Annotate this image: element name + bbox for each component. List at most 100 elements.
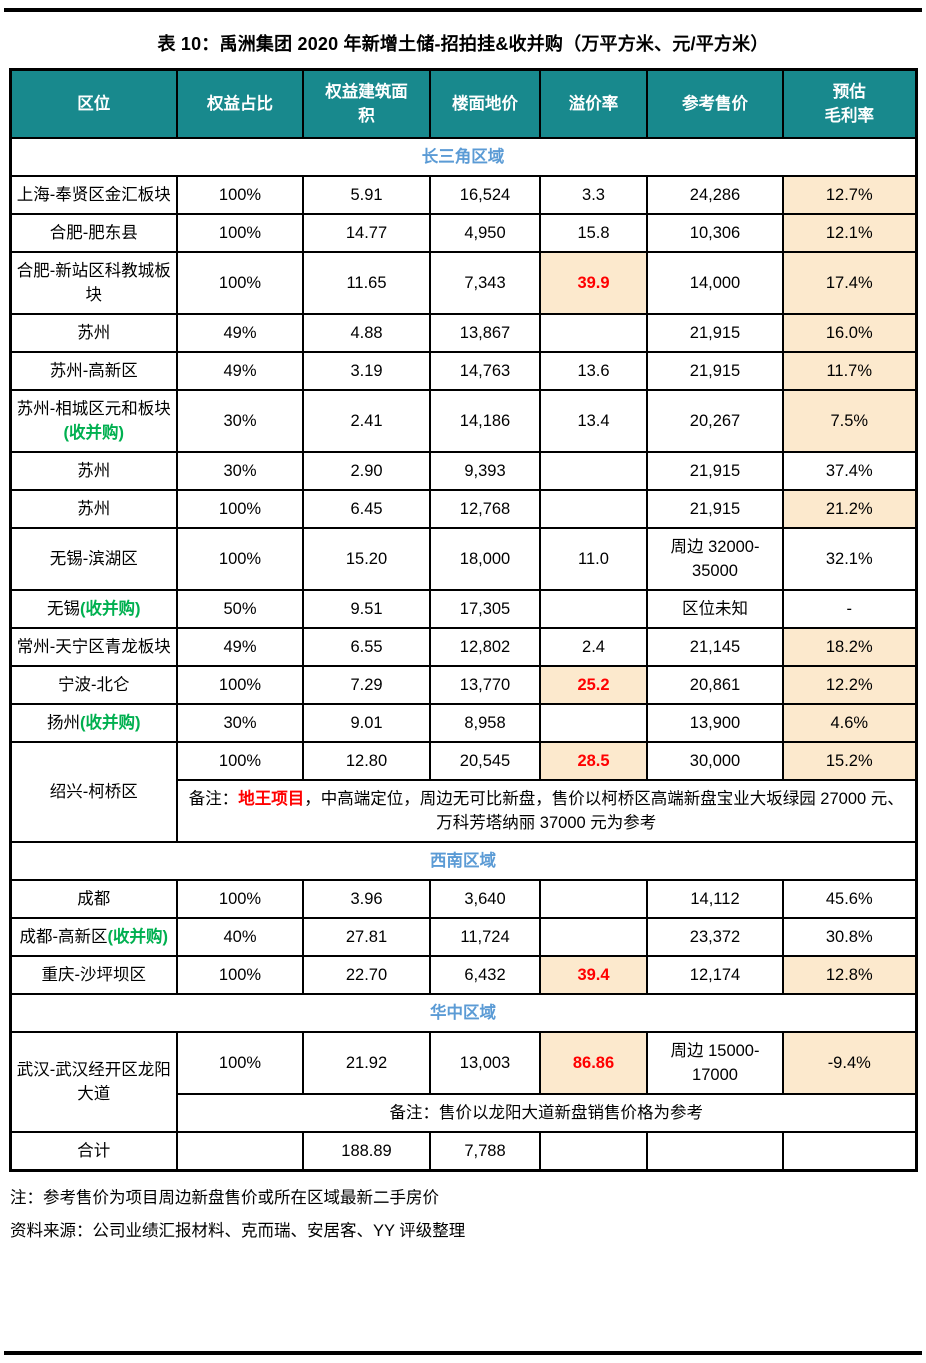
margin-cell: 12.7%: [782, 175, 917, 215]
table-row: 无锡(收并购) 50% 9.51 17,305 区位未知 -: [9, 589, 917, 629]
equity-cell: 100%: [176, 1031, 304, 1095]
text-segment: 无锡: [47, 600, 80, 618]
equity-cell: 100%: [176, 251, 304, 315]
price-cell: 4,950: [429, 213, 541, 253]
location-cell: 无锡-滨湖区: [9, 527, 178, 591]
premium-cell: [539, 879, 648, 919]
ref-cell: 13,900: [646, 703, 784, 743]
premium-cell: 2.4: [539, 627, 648, 667]
equity-cell: 100%: [176, 175, 304, 215]
text-segment: 成都-高新区: [19, 928, 108, 946]
location-cell: 重庆-沙坪坝区: [9, 955, 178, 995]
price-cell: 12,802: [429, 627, 541, 667]
area-cell: 22.70: [302, 955, 431, 995]
table-row: 苏州-相城区元和板块 (收并购) 30% 2.41 14,186 13.4 20,267 7.…: [9, 389, 917, 453]
text-segment: 苏州-高新区: [49, 362, 138, 380]
ref-cell: [646, 1131, 784, 1172]
price-cell: 13,867: [429, 313, 541, 353]
margin-cell: 12.8%: [782, 955, 917, 995]
equity-cell: 30%: [176, 389, 304, 453]
equity-cell: [176, 1131, 304, 1172]
section-label: 西南区域: [9, 841, 917, 881]
price-cell: 12,768: [429, 489, 541, 529]
table-row: 上海-奉贤区金汇板块 100% 5.91 16,524 3.3 24,286 12.7%: [9, 175, 917, 215]
ref-cell: 周边 32000- 35000: [646, 527, 784, 591]
equity-cell: 30%: [176, 703, 304, 743]
section-row: 西南区域: [9, 841, 917, 881]
text-segment: 苏州: [77, 462, 111, 480]
price-cell: 17,305: [429, 589, 541, 629]
price-cell: 13,003: [429, 1031, 541, 1095]
table-row: 合计 188.89 7,788: [9, 1131, 917, 1172]
table-row: 扬州(收并购) 30% 9.01 8,958 13,900 4.6%: [9, 703, 917, 743]
equity-cell: 100%: [176, 665, 304, 705]
text-segment: 苏州-相城区元和板块: [16, 400, 171, 418]
ref-cell: 21,915: [646, 451, 784, 491]
area-cell: 12.80: [302, 741, 431, 781]
premium-cell: [539, 313, 648, 353]
premium-cell: [539, 703, 648, 743]
text-segment: 苏州: [77, 500, 111, 518]
remark-cell: 备注：地王项目，中高端定位，周边无可比新盘，售价以柯桥区高端新盘宝业大坂绿园 2…: [176, 779, 917, 843]
ref-cell: 14,112: [646, 879, 784, 919]
text-segment: 合肥-肥东县: [49, 224, 138, 242]
area-cell: 15.20: [302, 527, 431, 591]
ref-cell: 12,174: [646, 955, 784, 995]
column-header: 区位: [9, 68, 178, 139]
text-segment: 合计: [77, 1142, 111, 1160]
remark-row: 备注：地王项目，中高端定位，周边无可比新盘，售价以柯桥区高端新盘宝业大坂绿园 2…: [10, 779, 917, 843]
equity-cell: 40%: [176, 917, 304, 957]
area-cell: 6.55: [302, 627, 431, 667]
column-header: 权益占比: [176, 68, 304, 139]
ref-cell: 20,861: [646, 665, 784, 705]
premium-cell: 25.2: [539, 665, 648, 705]
price-cell: 14,186: [429, 389, 541, 453]
premium-cell: 3.3: [539, 175, 648, 215]
margin-cell: 7.5%: [782, 389, 917, 453]
equity-cell: 49%: [176, 351, 304, 391]
text-segment: 绍兴-柯桥区: [49, 783, 138, 801]
equity-cell: 30%: [176, 451, 304, 491]
equity-cell: 100%: [176, 879, 304, 919]
ref-cell: 10,306: [646, 213, 784, 253]
text-segment: 备注：售价以龙阳大道新盘销售价格为参考: [389, 1104, 704, 1122]
area-cell: 3.19: [302, 351, 431, 391]
margin-cell: 18.2%: [782, 627, 917, 667]
margin-cell: 30.8%: [782, 917, 917, 957]
location-cell: 苏州: [9, 451, 178, 491]
ref-cell: 30,000: [646, 741, 784, 781]
land-table: 区位 权益占比 权益建筑面 积楼面地价 溢价率 参考售价 预估 毛利率 长三角区域 上海-奉…: [8, 68, 918, 1172]
table-row: 合肥-新站区科教城板块 100% 11.65 7,343 39.9 14,000 17.4%: [9, 251, 917, 315]
highlight-text: 地王项目: [238, 790, 305, 808]
top-rule: [4, 8, 922, 12]
equity-cell: 49%: [176, 313, 304, 353]
premium-cell: 86.86: [539, 1031, 648, 1095]
ref-cell: 21,145: [646, 627, 784, 667]
margin-cell: 21.2%: [782, 489, 917, 529]
price-cell: 9,393: [429, 451, 541, 491]
equity-cell: 100%: [176, 955, 304, 995]
section-row: 长三角区域: [9, 137, 917, 177]
table-header: 区位 权益占比 权益建筑面 积楼面地价 溢价率 参考售价 预估 毛利率: [9, 68, 917, 139]
location-cell: 无锡(收并购): [9, 589, 178, 629]
price-cell: 6,432: [429, 955, 541, 995]
ref-cell: 24,286: [646, 175, 784, 215]
area-cell: 188.89: [302, 1131, 431, 1172]
area-cell: 9.01: [302, 703, 431, 743]
column-header: 溢价率: [539, 68, 648, 139]
location-cell: 苏州: [9, 489, 178, 529]
area-cell: 2.41: [302, 389, 431, 453]
location-cell: 苏州-相城区元和板块 (收并购): [9, 389, 178, 453]
remark-row: 备注：售价以龙阳大道新盘销售价格为参考: [10, 1093, 917, 1133]
price-cell: 14,763: [429, 351, 541, 391]
table-row: 武汉-武汉经开区龙阳大道 100% 21.92 13,003 86.86 周边 15000…: [9, 1031, 917, 1133]
table-row: 宁波-北仑 100% 7.29 13,770 25.2 20,861 12.2%: [9, 665, 917, 705]
margin-cell: 4.6%: [782, 703, 917, 743]
equity-cell: 100%: [176, 527, 304, 591]
premium-cell: 13.4: [539, 389, 648, 453]
table-row: 成都-高新区(收并购) 40% 27.81 11,724 23,372 30.8%: [9, 917, 917, 957]
location-cell: 武汉-武汉经开区龙阳大道: [9, 1031, 178, 1133]
margin-cell: 15.2%: [782, 741, 917, 781]
text-segment: 武汉-武汉经开区龙阳大道: [16, 1061, 171, 1103]
location-cell: 合肥-肥东县: [9, 213, 178, 253]
